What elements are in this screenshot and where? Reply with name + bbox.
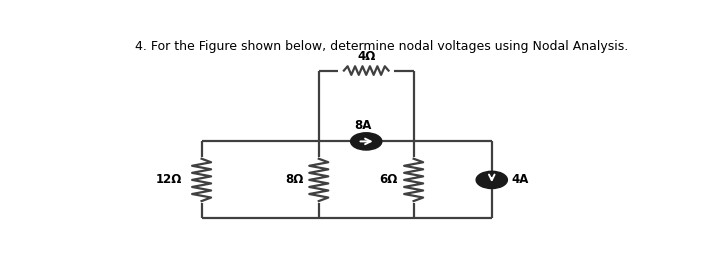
Text: 8Ω: 8Ω [285, 173, 303, 186]
Text: 12Ω: 12Ω [156, 173, 182, 186]
Circle shape [351, 133, 382, 150]
Text: 6Ω: 6Ω [379, 173, 398, 186]
Text: 8A: 8A [355, 118, 372, 132]
Text: 4A: 4A [511, 173, 528, 186]
Circle shape [476, 171, 508, 188]
Text: 4. For the Figure shown below, determine nodal voltages using Nodal Analysis.: 4. For the Figure shown below, determine… [135, 40, 628, 53]
Text: 4Ω: 4Ω [357, 50, 375, 63]
